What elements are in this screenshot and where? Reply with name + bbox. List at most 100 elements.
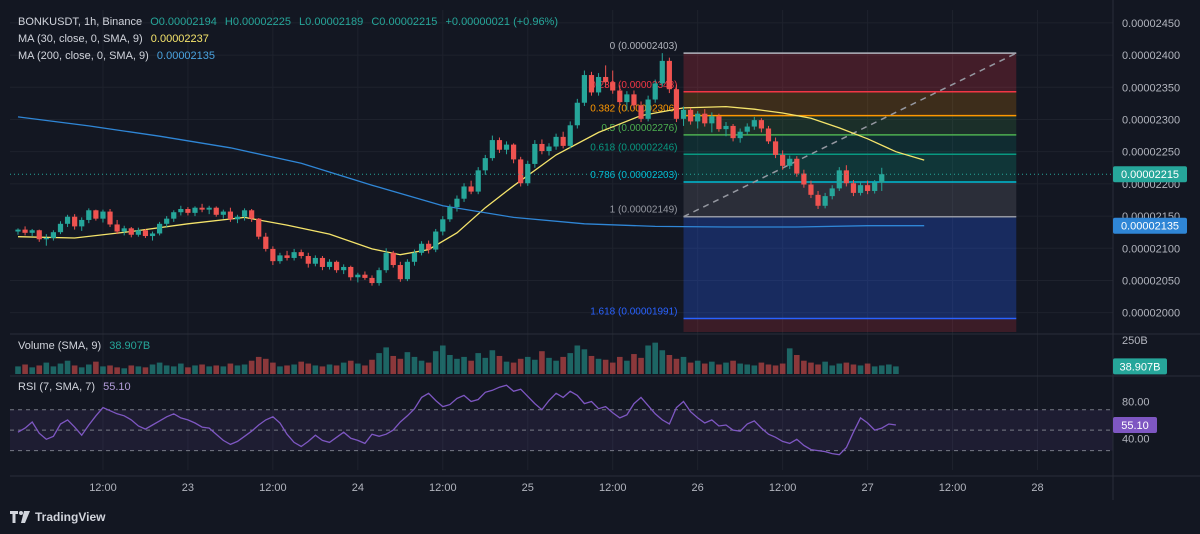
candle-body [220,211,226,215]
fib-level-label: 0.236 (0.00002343) [590,80,677,91]
candle-body [36,230,42,240]
time-tick-label: 12:00 [89,482,117,494]
volume-bar [220,366,227,374]
volume-bar [510,362,517,374]
candle-body [801,173,807,185]
candle-body [135,230,141,235]
ma30-legend[interactable]: MA (30, close, 0, SMA, 9) 0.00002237 [18,32,214,47]
volume-bar [234,365,241,374]
candle-body [567,125,573,146]
candle-body [780,154,786,166]
fib-level-label: 0.382 (0.00002306) [590,104,677,115]
volume-legend[interactable]: Volume (SMA, 9) 38.907B [18,339,155,354]
fib-zone [683,181,1017,217]
time-tick-label: 12:00 [599,482,627,494]
volume-bar [624,360,630,374]
volume-bar [326,364,333,374]
candle-body [688,109,694,122]
candle-body [241,210,248,217]
candle-body [503,144,510,150]
volume-bar [213,365,220,374]
ma200-label: MA (200, close, 0, SMA, 9) [18,50,149,62]
candle-body [256,218,262,237]
tradingview-icon [10,511,30,523]
volume-bar [864,363,871,374]
candle-body [192,207,198,213]
candle-body [581,75,587,103]
tradingview-logo[interactable]: TradingView [10,510,105,524]
volume-bar [567,353,574,374]
candle-body [107,211,113,225]
volume-bar [716,364,722,374]
price-tag [1113,217,1187,234]
time-tick-label: 12:00 [259,482,287,494]
candle-body [695,113,701,122]
volume-bar [765,364,772,374]
open-value: O0.00002194 [150,16,217,28]
volume-bar [638,357,644,374]
candle-body [142,230,149,237]
fib-zone [683,318,1017,332]
candle-body [121,228,127,232]
candle-body [822,196,828,206]
candle-body [100,211,106,219]
candle-body [794,158,800,174]
price-tick-label: 0.00002250 [1122,147,1180,159]
volume-bar [496,355,503,374]
volume-bar [397,358,404,374]
volume-bar [163,365,170,374]
volume-bar [199,364,205,374]
volume-bar [284,365,290,374]
volume-bar [255,356,262,374]
volume-bar [758,362,765,374]
price-tick-label: 0.00002450 [1122,18,1180,30]
volume-bar [822,361,828,374]
fibonacci-retracement[interactable]: 0 (0.00002403) 0.236 (0.00002343) 0.382 (0… [590,41,1017,332]
volume-bar [305,363,312,374]
candle-body [532,143,538,164]
candle-body [744,126,750,132]
candle-body [666,60,672,90]
volume-scale-label: 250B [1122,335,1148,347]
candle-body [397,265,403,280]
volume-bar [886,364,892,374]
volume-bar [64,360,71,374]
price-tag-label: 0.00002135 [1121,221,1179,233]
volume-bar [574,345,581,374]
volume-bar [192,365,198,374]
candle-body [390,252,396,266]
candle-body [447,207,453,220]
volume-bar [581,349,588,374]
volume-bar [312,365,319,374]
volume-bar [333,365,340,374]
volume-bar [107,365,113,374]
price-tick-label: 0.00002050 [1122,275,1180,287]
candle-body [857,185,864,193]
candle-body [312,257,318,264]
candle-body [383,252,389,271]
rsi-tick-label: 40.00 [1122,433,1150,445]
candle-body [872,182,878,191]
volume-bar [298,361,304,374]
volume-bar [836,363,843,374]
candle-body [638,105,644,119]
fib-trend-line [683,52,1017,218]
candlesticks [15,53,885,286]
fib-zone [683,53,1017,92]
candle-body [588,75,595,93]
candle-body [362,274,368,278]
volume-bar [801,360,807,374]
price-tick-label: 0.00002350 [1122,82,1180,94]
candle-body [326,261,333,267]
rsi-tag [1113,417,1157,434]
volume-tag-label: 38.907B [1120,361,1161,373]
candle-body [489,140,495,159]
rsi-legend[interactable]: RSI (7, SMA, 7) 55.10 [18,380,136,395]
candle-body [404,261,410,280]
ma200-legend[interactable]: MA (200, close, 0, SMA, 9) 0.00002135 [18,49,220,64]
volume-bar [794,355,800,374]
candle-body [539,143,545,152]
volume-bar [786,348,793,374]
volume-bar [149,364,156,374]
